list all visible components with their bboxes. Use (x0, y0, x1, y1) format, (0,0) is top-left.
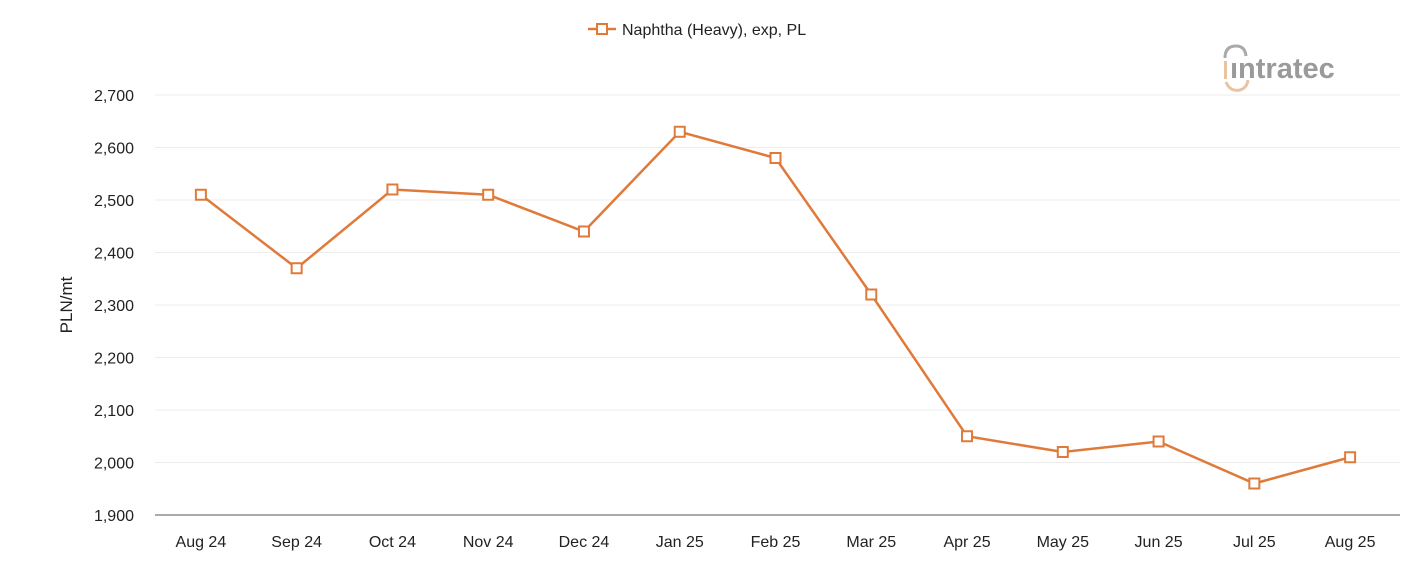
x-tick-label: Jun 25 (1135, 534, 1183, 551)
series-line (200, 130, 1351, 485)
gridlines (155, 94, 1400, 463)
y-tick-label: 2,400 (94, 246, 134, 263)
legend-label: Naphtha (Heavy), exp, PL (622, 22, 806, 39)
data-point[interactable] (865, 288, 878, 301)
legend[interactable]: Naphtha (Heavy), exp, PL (588, 22, 806, 39)
y-axis-ticks: 1,900 2,000 2,100 2,200 2,300 2,400 2,500 2,600… (94, 88, 134, 525)
data-point[interactable] (769, 152, 782, 164)
x-tick-label: Jan 25 (656, 534, 704, 551)
x-tick-label: Oct 24 (369, 534, 416, 551)
x-tick-label: Sep 24 (271, 534, 322, 551)
y-tick-label: 2,500 (94, 193, 134, 210)
x-tick-label: Jul 25 (1233, 534, 1276, 551)
legend-marker (596, 23, 608, 35)
x-axis-ticks: Aug 24 Sep 24 Oct 24 Nov 24 Dec 24 Jan 25 Feb … (176, 534, 1376, 551)
data-point[interactable] (194, 188, 207, 201)
intratec-logo: ıntratec (1223, 44, 1335, 92)
y-tick-label: 2,700 (94, 88, 134, 105)
data-point[interactable] (482, 188, 495, 201)
y-tick-label: 2,000 (94, 456, 134, 473)
y-axis-label: PLN/mt (57, 276, 76, 333)
y-tick-label: 2,200 (94, 351, 134, 368)
series-group (194, 125, 1357, 490)
data-point[interactable] (1056, 446, 1069, 458)
data-point[interactable] (673, 125, 686, 138)
x-tick-label: Apr 25 (943, 534, 990, 551)
data-point[interactable] (290, 262, 303, 275)
data-point[interactable] (1344, 451, 1357, 464)
x-tick-label: Feb 25 (751, 534, 801, 551)
x-tick-label: May 25 (1037, 534, 1090, 551)
y-tick-label: 1,900 (94, 508, 134, 525)
x-tick-label: Nov 24 (463, 534, 514, 551)
data-point[interactable] (577, 225, 590, 238)
x-tick-label: Aug 25 (1325, 534, 1376, 551)
data-point[interactable] (1248, 477, 1261, 490)
x-tick-label: Dec 24 (559, 534, 610, 551)
y-tick-label: 2,300 (94, 298, 134, 315)
y-tick-label: 2,100 (94, 403, 134, 420)
data-point[interactable] (1152, 435, 1165, 448)
x-tick-label: Aug 24 (176, 534, 227, 551)
data-point[interactable] (961, 430, 974, 443)
x-tick-label: Mar 25 (846, 534, 896, 551)
y-tick-label: 2,600 (94, 141, 134, 158)
logo-arc-icon (1223, 44, 1248, 59)
svg-text:ıntratec: ıntratec (1230, 53, 1335, 85)
data-point[interactable] (386, 183, 399, 196)
